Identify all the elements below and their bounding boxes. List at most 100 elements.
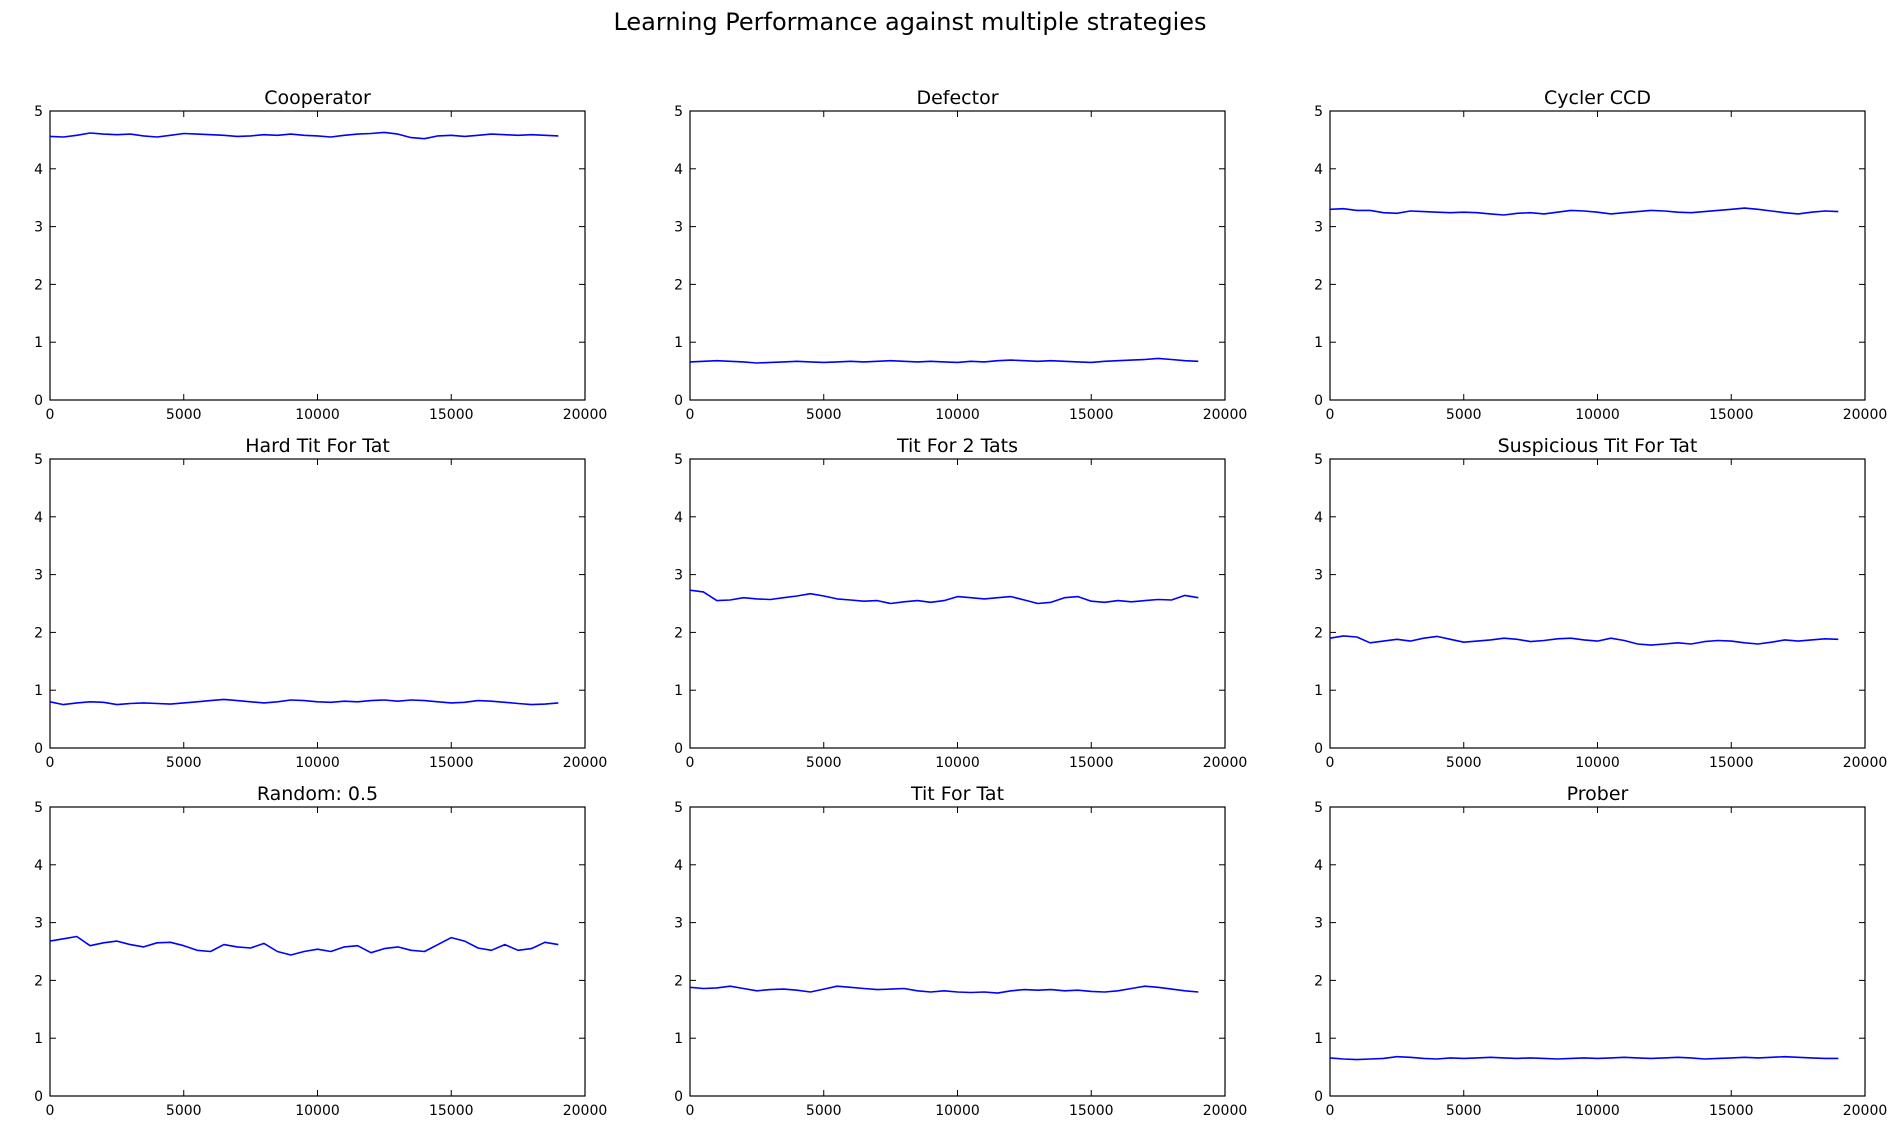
y-tick-label: 2: [1314, 973, 1323, 989]
x-tick-label: 20000: [1203, 1103, 1248, 1119]
y-tick-label: 4: [674, 858, 683, 874]
x-tick-label: 5000: [806, 407, 842, 423]
y-tick-label: 0: [1314, 1089, 1323, 1105]
y-tick-label: 1: [34, 1031, 43, 1047]
x-tick-label: 15000: [1069, 755, 1114, 771]
series-line-hard-tit-for-tat: [49, 698, 559, 706]
x-tick-label: 0: [686, 407, 695, 423]
series-line-cooperator: [49, 131, 559, 140]
plot-area: [689, 806, 1226, 1097]
x-tick-label: 15000: [1069, 1103, 1114, 1119]
x-tick-label: 15000: [1709, 1103, 1754, 1119]
series-line-suspicious-tit-for-tat: [1329, 635, 1839, 646]
y-tick-label: 4: [1314, 162, 1323, 178]
subplot-suspicious-tit-for-tat: Suspicious Tit For Tat 0 5000 10000 15000 200…: [1314, 435, 1887, 771]
x-tick-label: 5000: [1446, 755, 1482, 771]
x-tick-label: 5000: [1446, 407, 1482, 423]
x-tick-label: 15000: [1709, 407, 1754, 423]
series-line-prober: [1329, 1055, 1839, 1061]
x-tick-label: 20000: [1203, 407, 1248, 423]
subplot-defector: Defector 0 5000 10000 15000 20000 0 1 2 3 4 5: [674, 87, 1247, 423]
y-tick-label: 5: [1314, 800, 1323, 816]
x-tick-label: 15000: [1069, 407, 1114, 423]
y-tick-label: 0: [674, 393, 683, 409]
y-tick-label: 3: [1314, 220, 1323, 236]
y-tick-label: 0: [674, 1089, 683, 1105]
x-tick-label: 0: [686, 755, 695, 771]
y-tick-label: 3: [34, 916, 43, 932]
y-tick-label: 5: [34, 104, 43, 120]
x-tick-label: 5000: [166, 755, 202, 771]
x-tick-label: 20000: [1843, 407, 1888, 423]
x-tick-label: 0: [686, 1103, 695, 1119]
y-tick-label: 0: [1314, 741, 1323, 757]
x-tick-label: 0: [46, 407, 55, 423]
subplot-random-0-5: Random: 0.5 0 5000 10000 15000 20000 0 1 2 3 4 5: [34, 783, 607, 1119]
x-tick-label: 10000: [935, 755, 980, 771]
plot-area: [689, 110, 1226, 401]
y-tick-label: 3: [34, 568, 43, 584]
x-tick-label: 5000: [1446, 1103, 1482, 1119]
x-tick-label: 20000: [563, 755, 608, 771]
subplot-hard-tit-for-tat: Hard Tit For Tat 0 5000 10000 15000 20000 0 1 2 3…: [34, 435, 607, 771]
x-tick-label: 0: [46, 1103, 55, 1119]
y-tick-label: 1: [674, 1031, 683, 1047]
x-tick-label: 20000: [1203, 755, 1248, 771]
y-tick-label: 0: [34, 741, 43, 757]
x-tick-label: 15000: [429, 755, 474, 771]
y-tick-label: 5: [674, 104, 683, 120]
y-tick-label: 3: [34, 220, 43, 236]
subplot-tit-for-tat: Tit For Tat 0 5000 10000 15000 20000 0 1 2 3 4 5: [674, 783, 1247, 1119]
x-tick-label: 0: [1326, 755, 1335, 771]
series-line-defector: [689, 357, 1199, 364]
subplot-title: Random: 0.5: [257, 783, 378, 805]
plot-area: [1329, 110, 1866, 401]
y-tick-label: 4: [34, 510, 43, 526]
x-tick-label: 0: [1326, 1103, 1335, 1119]
series-line-cycler-ccd: [1329, 207, 1839, 216]
y-tick-label: 1: [674, 683, 683, 699]
x-tick-label: 10000: [1575, 755, 1620, 771]
y-tick-label: 0: [34, 1089, 43, 1105]
y-tick-label: 1: [1314, 335, 1323, 351]
x-tick-label: 15000: [1709, 755, 1754, 771]
x-tick-label: 10000: [295, 1103, 340, 1119]
y-tick-label: 5: [34, 452, 43, 468]
x-tick-label: 10000: [935, 407, 980, 423]
y-tick-label: 0: [674, 741, 683, 757]
x-tick-label: 15000: [429, 1103, 474, 1119]
subplot-cycler-ccd: Cycler CCD 0 5000 10000 15000 20000 0 1 2 3 4 5: [1314, 87, 1887, 423]
x-tick-label: 15000: [429, 407, 474, 423]
y-tick-label: 4: [34, 858, 43, 874]
y-tick-label: 2: [34, 973, 43, 989]
plot-area: [689, 458, 1226, 749]
y-tick-label: 4: [1314, 858, 1323, 874]
x-tick-label: 10000: [295, 407, 340, 423]
y-tick-label: 0: [1314, 393, 1323, 409]
y-tick-label: 3: [1314, 916, 1323, 932]
y-tick-label: 2: [674, 973, 683, 989]
x-tick-label: 5000: [806, 755, 842, 771]
y-tick-label: 1: [1314, 683, 1323, 699]
x-tick-label: 0: [46, 755, 55, 771]
y-tick-label: 4: [34, 162, 43, 178]
y-tick-label: 3: [1314, 568, 1323, 584]
subplot-title: Hard Tit For Tat: [245, 435, 390, 457]
plot-area: [1329, 806, 1866, 1097]
x-tick-label: 20000: [563, 407, 608, 423]
x-tick-label: 5000: [166, 1103, 202, 1119]
plot-area: [1329, 458, 1866, 749]
x-tick-label: 5000: [166, 407, 202, 423]
y-tick-label: 2: [34, 277, 43, 293]
subplot-title: Defector: [916, 87, 998, 109]
y-tick-label: 3: [674, 220, 683, 236]
subplot-title: Tit For Tat: [910, 783, 1004, 805]
y-tick-label: 5: [1314, 104, 1323, 120]
y-tick-label: 5: [34, 800, 43, 816]
y-tick-label: 5: [674, 452, 683, 468]
y-tick-label: 2: [34, 625, 43, 641]
series-line-tit-for-2-tats: [689, 589, 1199, 605]
x-tick-label: 20000: [1843, 755, 1888, 771]
y-tick-label: 4: [1314, 510, 1323, 526]
